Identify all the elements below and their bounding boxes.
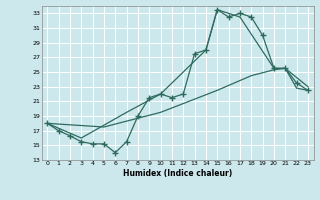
X-axis label: Humidex (Indice chaleur): Humidex (Indice chaleur) (123, 169, 232, 178)
